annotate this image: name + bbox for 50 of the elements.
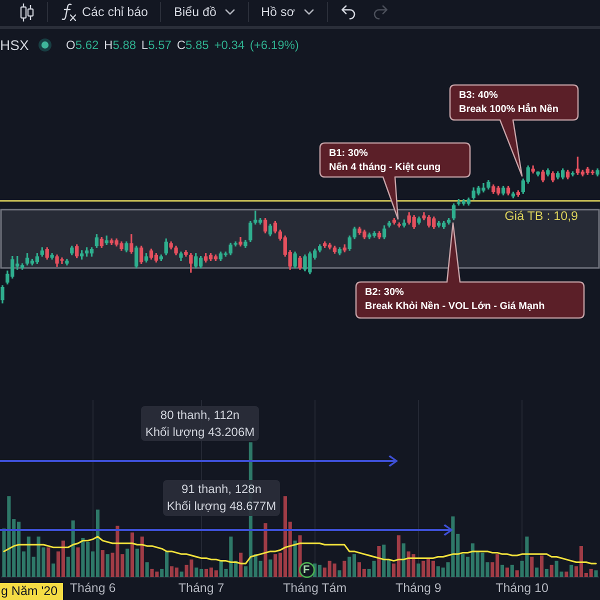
bar (52, 564, 56, 577)
bar (46, 547, 50, 577)
annotation: 91 thanh, 128n Khối lượng 48.677M (163, 480, 280, 516)
text: O5.62 H5.88 L5.57 C5.85 +0.34 (+6.19%) (66, 38, 299, 52)
bar (145, 562, 149, 577)
annotation: Giá TB : 10,9 (504, 208, 578, 225)
bar (594, 570, 598, 577)
bar (540, 555, 544, 577)
bar (402, 543, 406, 577)
x-tick-label: Tháng Tám (282, 580, 347, 595)
bar (100, 550, 104, 577)
bar (570, 564, 574, 577)
annotation: B2: 30% Break Khỏi Nền - VOL Lớn - Giá Mạnh (365, 286, 545, 313)
bar (264, 523, 268, 577)
text: Biểu đồ (174, 4, 216, 21)
bar (416, 564, 420, 577)
bar (550, 564, 554, 577)
text: HSX (0, 36, 29, 54)
bar (342, 560, 346, 577)
annotation: F (303, 563, 310, 577)
x-tick-label: Tháng 7 (178, 580, 224, 595)
annotation: B1: 30% Nến 4 tháng - Kiệt cung (329, 147, 441, 174)
x-tick-label: Tháng 6 (70, 580, 116, 595)
bar (338, 570, 342, 577)
bar (126, 548, 130, 577)
bar (239, 552, 243, 577)
bar (510, 564, 514, 577)
bar (500, 564, 504, 577)
bar (130, 532, 134, 577)
bar (515, 570, 519, 577)
text: 80 thanh, 112n Khối lượng 43.206M (141, 406, 259, 441)
bar (140, 536, 144, 577)
bar (535, 568, 539, 577)
bar (377, 546, 381, 577)
bar (106, 554, 110, 577)
bar (530, 556, 534, 577)
bar (268, 559, 272, 577)
bar (564, 572, 568, 577)
bar (544, 568, 548, 577)
bar (76, 547, 80, 577)
text: Hồ sơ (261, 4, 295, 21)
bar (135, 548, 139, 577)
bar (180, 572, 184, 577)
bar (505, 568, 509, 577)
x-tick-label: Tháng 10 (496, 580, 548, 595)
text: Các chỉ báo (82, 4, 148, 21)
bar (293, 540, 297, 577)
x-tick-label: Tháng 9 (395, 580, 442, 595)
text: g Năm '20 (0, 583, 63, 600)
text: B3: 40% Break 100% Hẳn Nền (459, 89, 558, 116)
